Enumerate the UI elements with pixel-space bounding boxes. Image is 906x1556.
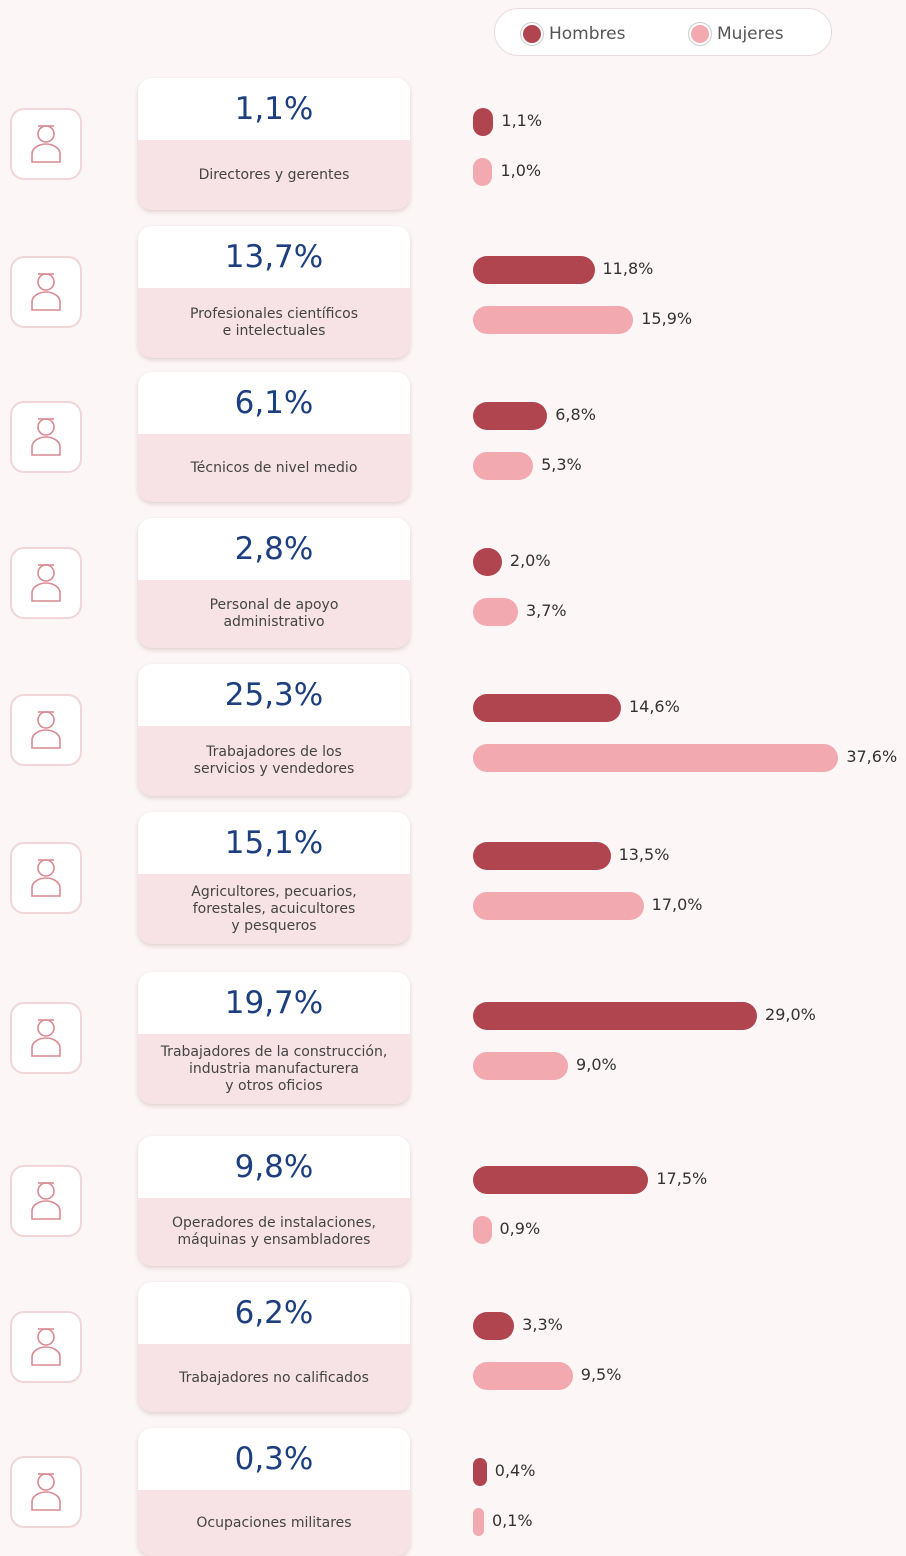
icon [10, 1002, 82, 1074]
category-card: 15,1% Agricultores, pecuarios, forestales… [138, 812, 410, 944]
legend-item: Mujeres [689, 23, 784, 45]
bar [473, 402, 548, 430]
value-label: 11,8% [602, 259, 654, 278]
bar [473, 842, 611, 870]
total-value: 25,3% [138, 664, 410, 726]
category-label: Trabajadores de los servicios y vendedor… [193, 744, 355, 777]
value-label: 37,6% [846, 747, 898, 766]
category-card: 2,8% Personal de apoyo administrativo [138, 518, 410, 648]
total-value: 0,3% [138, 1428, 410, 1490]
legend-label: Mujeres [717, 24, 784, 44]
value-label: 0,9% [499, 1219, 541, 1238]
icon [10, 1456, 82, 1528]
category-label: Operadores de instalaciones, máquinas y … [171, 1215, 377, 1248]
category-label: Profesionales científicos e intelectuale… [189, 306, 359, 339]
icon [10, 1165, 82, 1237]
value-label: 1,1% [501, 111, 543, 130]
bar [473, 1002, 758, 1030]
value-label: 17,0% [651, 895, 703, 914]
bar [473, 1216, 492, 1244]
total-value: 1,1% [138, 78, 410, 140]
category-label: Agricultores, pecuarios, forestales, acu… [191, 883, 357, 934]
icon [10, 694, 82, 766]
legend-swatch [521, 23, 543, 45]
value-label: 13,5% [618, 845, 670, 864]
category-card: 19,7% Trabajadores de la construcción, in… [138, 972, 410, 1104]
value-label: 3,3% [522, 1315, 563, 1334]
bar [473, 306, 634, 334]
total-value: 13,7% [138, 226, 410, 288]
value-label: 1,0% [500, 161, 542, 180]
icon [10, 108, 82, 180]
bar [473, 452, 534, 480]
category-label: Directores y gerentes [198, 166, 350, 183]
bar [473, 694, 621, 722]
value-label: 15,9% [641, 309, 693, 328]
bar [473, 1166, 649, 1194]
icon [10, 401, 82, 473]
category-card: 25,3% Trabajadores de los servicios y ven… [138, 664, 410, 796]
value-label: 17,5% [656, 1169, 708, 1188]
bar [473, 892, 644, 920]
legend-label: Hombres [549, 24, 626, 44]
bar [473, 158, 493, 186]
value-label: 0,4% [494, 1461, 536, 1480]
value-label: 9,5% [580, 1365, 622, 1384]
category-label: Trabajadores de la construcción, industr… [160, 1043, 388, 1094]
category-label: Trabajadores no calificados [179, 1369, 369, 1386]
bar [473, 744, 839, 772]
total-value: 6,2% [138, 1282, 410, 1344]
icon [10, 256, 82, 328]
total-value: 2,8% [138, 518, 410, 580]
legend: Hombres Mujeres [494, 8, 832, 56]
category-card: 1,1% Directores y gerentes [138, 78, 410, 210]
value-label: 6,8% [555, 405, 596, 424]
value-label: 3,7% [525, 601, 567, 620]
category-label: Ocupaciones militares [196, 1514, 352, 1531]
bar [473, 1508, 484, 1536]
bar [473, 1458, 487, 1486]
bar [473, 1312, 515, 1340]
bar [473, 1052, 569, 1080]
category-label: Personal de apoyo administrativo [209, 597, 339, 630]
bar [473, 598, 518, 626]
bar [473, 256, 595, 284]
category-card: 13,7% Profesionales científicos e intelec… [138, 226, 410, 358]
value-label: 14,6% [628, 697, 680, 716]
category-card: 6,2% Trabajadores no calificados [138, 1282, 410, 1412]
value-label: 2,0% [509, 551, 551, 570]
bar [473, 108, 494, 136]
icon [10, 1311, 82, 1383]
icon [10, 842, 82, 914]
legend-swatch [689, 23, 711, 45]
category-card: 9,8% Operadores de instalaciones, máquina… [138, 1136, 410, 1266]
category-label: Técnicos de nivel medio [190, 459, 358, 476]
total-value: 6,1% [138, 372, 410, 434]
bar [473, 548, 502, 576]
value-label: 5,3% [541, 455, 582, 474]
icon [10, 547, 82, 619]
category-card: 0,3% Ocupaciones militares [138, 1428, 410, 1556]
total-value: 19,7% [138, 972, 410, 1034]
value-label: 9,0% [576, 1055, 617, 1074]
value-label: 0,1% [491, 1511, 533, 1530]
value-label: 29,0% [765, 1005, 816, 1024]
bar [473, 1362, 573, 1390]
total-value: 15,1% [138, 812, 410, 874]
legend-item: Hombres [521, 23, 625, 45]
category-card: 6,1% Técnicos de nivel medio [138, 372, 410, 502]
total-value: 9,8% [138, 1136, 410, 1198]
